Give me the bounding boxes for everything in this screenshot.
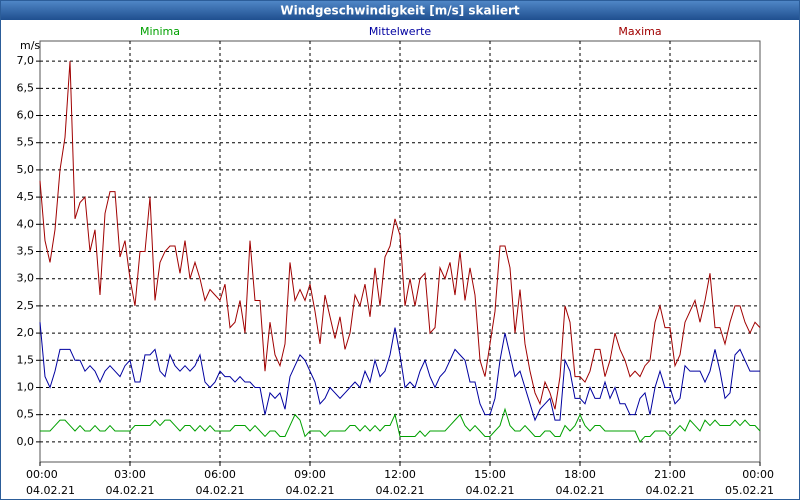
y-tick-label: 1,5 bbox=[17, 353, 35, 366]
x-tick-label: 06:00 bbox=[204, 468, 236, 481]
y-tick-label: 2,0 bbox=[17, 326, 35, 339]
legend-entry: Minima bbox=[140, 25, 180, 38]
series-line bbox=[40, 407, 761, 443]
x-tick-label: 21:00 bbox=[654, 468, 686, 481]
y-tick-label: 6,5 bbox=[17, 81, 35, 94]
y-tick-label: 4,5 bbox=[17, 190, 35, 203]
y-tick-label: 5,0 bbox=[17, 163, 35, 176]
x-tick-label: 00:00 bbox=[26, 468, 58, 481]
chart-title: Windgeschwindigkeit [m/s] skaliert bbox=[280, 4, 520, 18]
y-axis-label: m/s bbox=[20, 39, 40, 52]
x-tick-date: 04.02.21 bbox=[556, 484, 605, 497]
y-tick-label: 7,0 bbox=[17, 54, 35, 67]
x-tick-date: 04.02.21 bbox=[26, 484, 75, 497]
x-tick-label: 03:00 bbox=[114, 468, 146, 481]
x-tick-date: 04.02.21 bbox=[196, 484, 245, 497]
x-tick-date: 04.02.21 bbox=[466, 484, 515, 497]
x-tick-date: 04.02.21 bbox=[376, 484, 425, 497]
y-tick-label: 0,5 bbox=[17, 408, 35, 421]
legend-entry: Mittelwerte bbox=[369, 25, 432, 38]
x-tick-label: 15:00 bbox=[474, 468, 506, 481]
x-tick-label: 12:00 bbox=[384, 468, 416, 481]
x-tick-date: 04.02.21 bbox=[286, 484, 335, 497]
x-tick-label: 09:00 bbox=[294, 468, 326, 481]
y-tick-label: 2,5 bbox=[17, 299, 35, 312]
y-tick-label: 3,5 bbox=[17, 245, 35, 258]
series-line bbox=[39, 61, 761, 410]
legend-entry: Maxima bbox=[618, 25, 661, 38]
x-tick-date: 04.02.21 bbox=[646, 484, 695, 497]
x-tick-date: 04.02.21 bbox=[106, 484, 155, 497]
y-tick-label: 0,0 bbox=[17, 435, 35, 448]
x-tick-label: 00:00 bbox=[742, 468, 774, 481]
x-tick-date: 05.02.21 bbox=[725, 484, 774, 497]
y-tick-label: 3,0 bbox=[17, 272, 35, 285]
y-tick-label: 1,0 bbox=[17, 380, 35, 393]
y-tick-label: 6,0 bbox=[17, 109, 35, 122]
series-line bbox=[39, 322, 760, 422]
title-bar bbox=[1, 1, 799, 20]
y-tick-label: 4,0 bbox=[17, 217, 35, 230]
x-tick-label: 18:00 bbox=[564, 468, 596, 481]
y-tick-label: 5,5 bbox=[17, 136, 35, 149]
